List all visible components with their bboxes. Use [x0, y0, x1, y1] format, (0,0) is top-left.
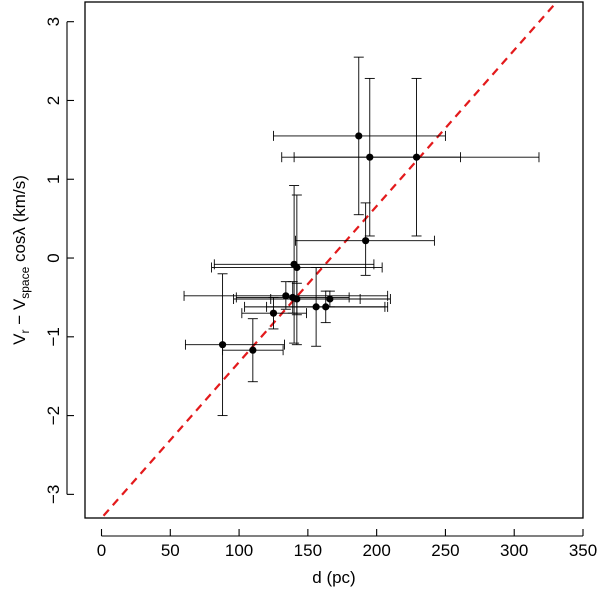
data-point-4 — [362, 237, 370, 245]
y-tick-label: 0 — [44, 253, 63, 262]
y-title-minus: − V — [10, 298, 29, 329]
data-point-15 — [249, 346, 257, 354]
x-tick-label: 250 — [431, 541, 459, 560]
plot-frame — [84, 1, 584, 519]
x-tick-label: 50 — [161, 541, 180, 560]
y-tick-label: 2 — [44, 96, 63, 105]
x-axis-title: d (pc) — [312, 568, 355, 587]
x-tick-label: 100 — [225, 541, 253, 560]
data-point-7 — [282, 292, 290, 300]
y-tick-label: −3 — [44, 485, 63, 504]
data-point-10 — [326, 295, 334, 303]
data-point-9 — [293, 295, 301, 303]
fit-line — [100, 2, 559, 518]
data-point-6 — [293, 263, 301, 272]
y-title-sub2: space — [18, 266, 32, 298]
data-point-3 — [412, 153, 421, 161]
data-point-2 — [366, 153, 374, 161]
y-tick-label: −1 — [44, 327, 63, 346]
x-tick-label: 200 — [362, 541, 390, 560]
y-tick-label: 3 — [44, 17, 63, 26]
x-tick-label: 150 — [294, 541, 322, 560]
data-point-13 — [269, 309, 278, 317]
data-point-12 — [322, 303, 330, 311]
x-tick-label: 0 — [97, 541, 106, 560]
y-title-rest: cosλ (km/s) — [10, 175, 29, 267]
y-title-sub1: r — [18, 330, 32, 334]
data-point-1 — [355, 132, 363, 140]
y-axis-title: Vr − Vspace cosλ (km/s) — [10, 175, 32, 345]
error-bar-14 — [184, 273, 285, 417]
y-title-v1: V — [10, 333, 29, 345]
data-point-14 — [218, 341, 227, 349]
x-tick-label: 300 — [500, 541, 528, 560]
y-tick-label: −2 — [44, 406, 63, 425]
x-tick-label: 350 — [569, 541, 597, 560]
data-point-11 — [312, 303, 320, 311]
y-tick-label: 1 — [44, 175, 63, 184]
